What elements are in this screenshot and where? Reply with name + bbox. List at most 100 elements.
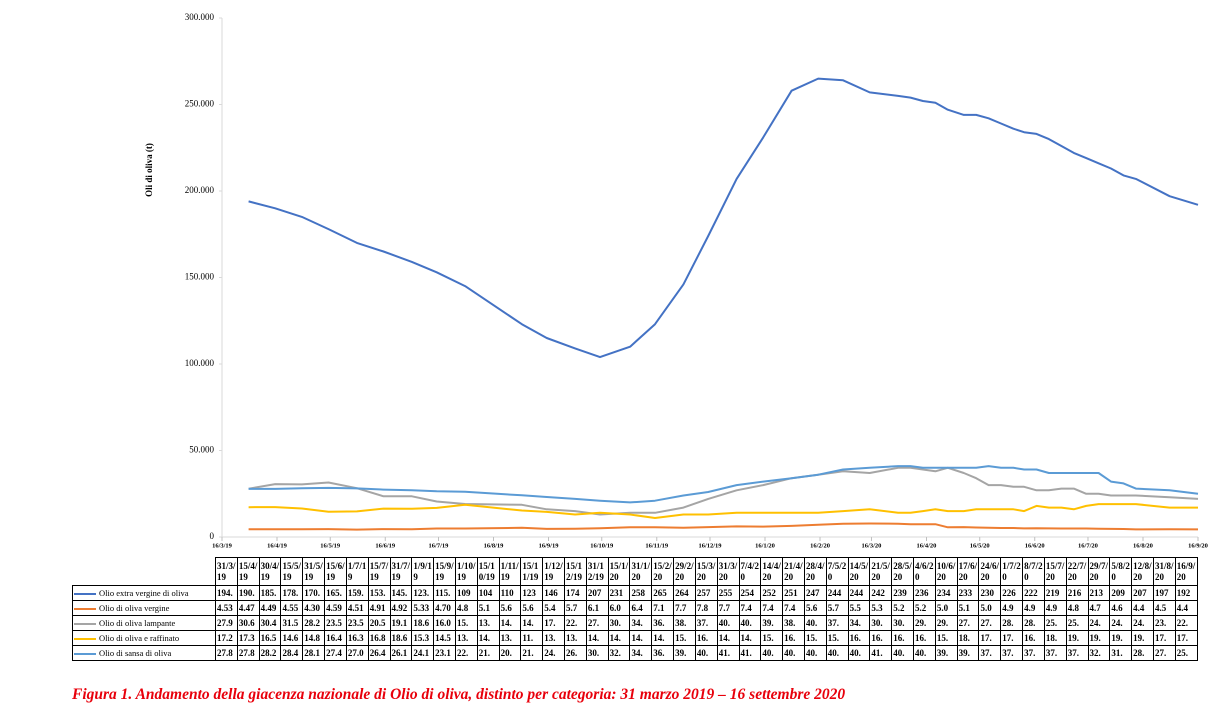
table-cell: 27. xyxy=(956,615,980,631)
x-tick-label: 16/6/20 xyxy=(1025,542,1045,549)
x-tick-label: 16/9/19 xyxy=(539,542,560,549)
table-cell: 222 xyxy=(1022,585,1045,601)
table-cell: 39. xyxy=(956,645,980,661)
table-cell: 4.9 xyxy=(1022,600,1045,616)
x-tick-label: 16/3/19 xyxy=(212,542,233,549)
table-cell: 19. xyxy=(1065,630,1089,646)
table-header-cell: 31/5/19 xyxy=(302,557,326,586)
table-header-cell: 15/12/19 xyxy=(564,557,587,586)
x-tick-label: 16/7/20 xyxy=(1078,542,1098,549)
table-cell: 4.9 xyxy=(1000,600,1024,616)
table-cell: 20.5 xyxy=(367,615,391,631)
x-tick-label: 16/9/20 xyxy=(1188,542,1208,549)
table-cell: 190. xyxy=(236,585,260,601)
table-cell: 239 xyxy=(891,585,914,601)
table-header-cell: 24/6/20 xyxy=(978,557,1002,586)
table-header-cell: 31/1/20 xyxy=(629,557,653,586)
table-cell: 15. xyxy=(673,630,696,646)
table-header-cell: 31/3/20 xyxy=(716,557,740,586)
table-cell: 5.6 xyxy=(803,600,827,616)
table-cell: 14.8 xyxy=(302,630,326,646)
table-cell: 14. xyxy=(498,615,522,631)
table-cell: 27. xyxy=(978,615,1002,631)
table-cell: 40. xyxy=(738,615,762,631)
table-header-cell: 21/4/20 xyxy=(782,557,805,586)
table-cell: 5.7 xyxy=(564,600,587,616)
table-cell: 14. xyxy=(476,630,500,646)
table-cell: 109 xyxy=(454,585,478,601)
table-cell: 233 xyxy=(956,585,980,601)
table-cell: 4.55 xyxy=(280,600,304,616)
table-cell: 27. xyxy=(1152,645,1176,661)
x-tick-label: 16/1/20 xyxy=(755,542,775,549)
table-header-cell: 14/4/20 xyxy=(760,557,784,586)
legend-label: Olio di oliva e raffinato xyxy=(99,632,180,643)
table-cell: 19.1 xyxy=(389,615,413,631)
table-cell: 23.5 xyxy=(345,615,369,631)
table-cell: 16. xyxy=(782,630,805,646)
table-cell: 18. xyxy=(956,630,980,646)
table-cell: 17. xyxy=(542,615,565,631)
table-cell: 39. xyxy=(934,645,958,661)
table-header-cell: 8/7/20 xyxy=(1022,557,1045,586)
x-tick-label: 16/7/19 xyxy=(429,542,450,549)
table-cell: 4.5 xyxy=(1152,600,1176,616)
table-cell: 30. xyxy=(891,615,914,631)
table-cell: 40. xyxy=(803,615,827,631)
table-cell: 264 xyxy=(673,585,696,601)
table-cell: 7.1 xyxy=(651,600,675,616)
table-cell: 194. xyxy=(215,585,238,601)
table-row: Olio extra vergine di oliva 194. 190. 185. 1… xyxy=(72,585,1199,601)
table-cell: 4.47 xyxy=(236,600,260,616)
table-cell: 27.8 xyxy=(236,645,260,661)
table-cell: 4.92 xyxy=(389,600,413,616)
x-tick-label: 16/8/20 xyxy=(1133,542,1153,549)
table-cell: 25. xyxy=(1043,615,1067,631)
table-cell: 28. xyxy=(1131,645,1154,661)
table-cell: 178. xyxy=(280,585,304,601)
table-cell: 115. xyxy=(433,585,456,601)
table-cell: 28.4 xyxy=(280,645,304,661)
table-cell: 37. xyxy=(825,615,849,631)
x-tick-label: 16/6/19 xyxy=(375,542,396,549)
table-cell: 242 xyxy=(869,585,893,601)
table-cell: 27. xyxy=(585,615,609,631)
table-header-cell: 15/4/19 xyxy=(236,557,260,586)
table-cell: 4.6 xyxy=(1109,600,1133,616)
x-tick-label: 16/11/19 xyxy=(645,542,669,549)
series-line xyxy=(248,465,1199,504)
table-cell: 4.7 xyxy=(1087,600,1111,616)
table-cell: 5.7 xyxy=(825,600,849,616)
table-cell: 34. xyxy=(847,615,871,631)
x-tick-label: 16/5/20 xyxy=(970,542,990,549)
table-cell: 4.49 xyxy=(258,600,282,616)
table-cell: 5.3 xyxy=(869,600,893,616)
table-header-cell: 31/7/19 xyxy=(389,557,413,586)
table-cell: 34. xyxy=(629,645,653,661)
table-cell: 197 xyxy=(1152,585,1176,601)
table-cell: 27.9 xyxy=(215,615,238,631)
table-cell: 28.2 xyxy=(302,615,326,631)
table-cell: 38. xyxy=(673,615,696,631)
table-cell: 26. xyxy=(564,645,587,661)
table-cell: 23.1 xyxy=(433,645,456,661)
table-cell: 19. xyxy=(1087,630,1111,646)
table-cell: 6.0 xyxy=(607,600,631,616)
table-cell: 40. xyxy=(716,615,740,631)
table-cell: 17. xyxy=(1152,630,1176,646)
table-cell: 14. xyxy=(607,630,631,646)
table-cell: 7.7 xyxy=(673,600,696,616)
table-cell: 4.91 xyxy=(367,600,391,616)
table-header-cell: 15/5/19 xyxy=(280,557,304,586)
table-cell: 5.33 xyxy=(411,600,435,616)
table-header-cell: 31/3/19 xyxy=(215,557,238,586)
table-header-cell: 7/4/20 xyxy=(738,557,762,586)
table-cell: 20. xyxy=(498,645,522,661)
table-cell: 16. xyxy=(891,630,914,646)
legend-cell: Olio di oliva e raffinato xyxy=(72,630,216,646)
table-header-row: 31/3/19 15/4/19 30/4/19 15/5/19 31/5/19 15/6/… xyxy=(72,557,1199,586)
table-row: Olio di oliva vergine 4.53 4.47 4.49 4.55 4.3… xyxy=(72,600,1199,616)
table-cell: 11. xyxy=(520,630,544,646)
table-cell: 28. xyxy=(1022,615,1045,631)
table-cell: 24. xyxy=(1109,615,1133,631)
